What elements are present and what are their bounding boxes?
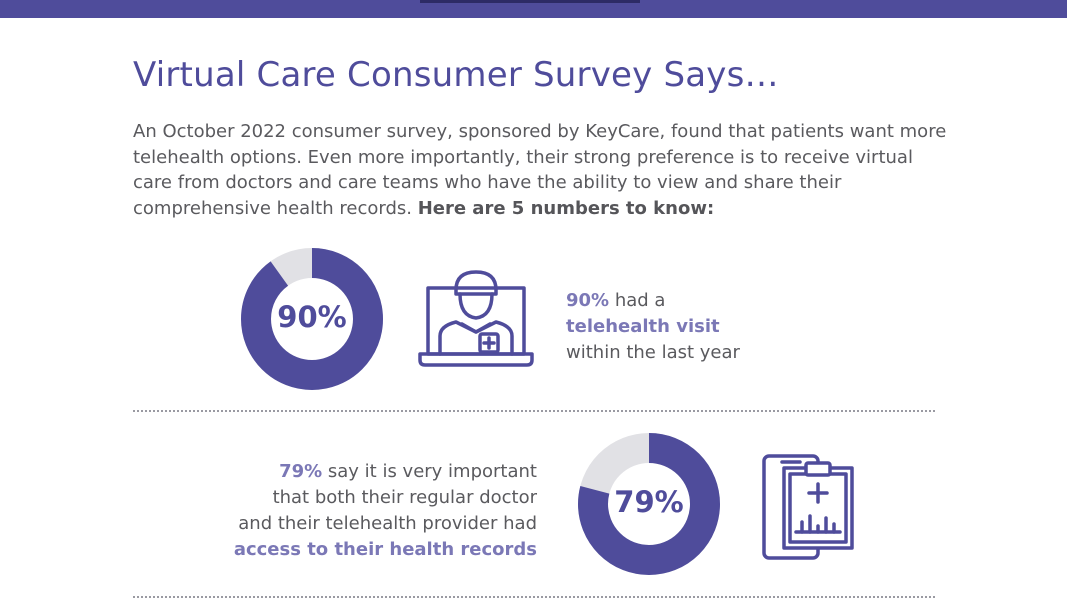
donut-chart-79 (578, 433, 720, 575)
stat-line: within the last year (566, 342, 740, 363)
intro-paragraph: An October 2022 consumer survey, sponsor… (133, 119, 953, 221)
intro-text: An October 2022 consumer survey, sponsor… (133, 121, 947, 219)
stat-highlight-phrase: telehealth visit (566, 316, 720, 337)
top-banner (0, 0, 1067, 18)
page-title: Virtual Care Consumer Survey Says… (133, 55, 779, 95)
telehealth-doctor-laptop-icon (418, 270, 534, 367)
stat-text-rest: had a (609, 290, 666, 311)
donut-value-arc (241, 248, 383, 390)
stat-79-description: 79% say it is very important that both t… (200, 459, 537, 563)
donut-value-arc (578, 433, 720, 575)
stat-text-rest: say it is very important (322, 461, 537, 482)
stat-highlight-percent: 90% (566, 290, 610, 311)
dotted-divider (133, 596, 935, 598)
dotted-divider (133, 410, 935, 412)
stat-line: 90% had a (566, 288, 740, 314)
stat-highlight-percent: 79% (279, 461, 323, 482)
stat-line: that both their regular doctor (272, 487, 537, 508)
medical-clipboard-phone-icon (762, 454, 854, 560)
stat-highlight-phrase: access to their health records (233, 539, 537, 560)
stat-90-description: 90% had a telehealth visit within the la… (566, 288, 740, 366)
donut-chart-90 (241, 248, 383, 390)
top-banner-notch (420, 0, 640, 3)
stat-line: and their telehealth provider had (238, 513, 537, 534)
stat-line: 79% say it is very important (200, 459, 537, 485)
intro-bold-callout: Here are 5 numbers to know: (417, 197, 715, 219)
